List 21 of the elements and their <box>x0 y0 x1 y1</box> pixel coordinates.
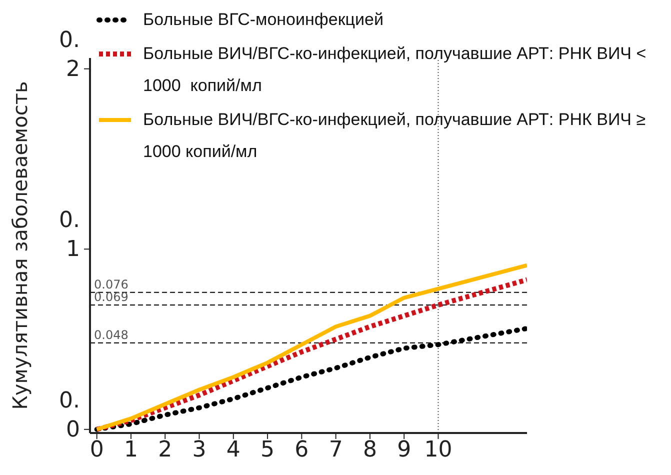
x-tick-label: 9 <box>397 438 412 463</box>
x-tick-label: 1 <box>124 438 138 463</box>
x-tick-label: 7 <box>328 438 343 463</box>
x-tick-label: 0 <box>90 438 104 463</box>
ref-line-label: 0.076 <box>94 277 128 292</box>
x-tick-label: 4 <box>226 438 240 463</box>
x-tick-label: 6 <box>294 438 309 463</box>
y-tick-label: 0.2 <box>59 28 80 82</box>
y-axis-title: Кумулятивная заболеваемость <box>8 81 32 410</box>
ref-line-label: 0.069 <box>94 290 128 304</box>
x-tick-label: 8 <box>362 438 377 463</box>
x-tick-label: 5 <box>260 438 275 463</box>
x-tick-label: 3 <box>192 438 206 463</box>
x-tick-label: 2 <box>158 438 172 463</box>
legend-label: Больные ВГС-моноинфекцией <box>143 9 384 31</box>
y-tick-label: 0.0 <box>59 388 80 442</box>
legend-label: Больные ВИЧ/ВГС-ко-инфекцией, получавшие АРТ: РНК ВИЧ < 1000 копий/мл <box>143 43 648 97</box>
ref-line-label: 0.048 <box>94 328 128 342</box>
y-tick-label: 0.1 <box>59 208 80 262</box>
legend-label: Больные ВИЧ/ВГС-ко-инфекцией, получавшие АРТ: РНК ВИЧ ≥ 1000 копий/мл <box>143 109 647 163</box>
x-tick-label: 10 <box>424 438 452 463</box>
